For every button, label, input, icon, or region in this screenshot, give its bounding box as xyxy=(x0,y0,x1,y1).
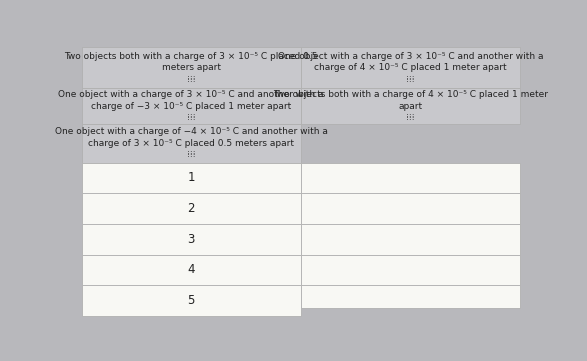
Bar xyxy=(301,163,520,193)
Bar xyxy=(82,285,301,316)
Bar xyxy=(301,255,520,285)
Text: 5: 5 xyxy=(187,294,195,307)
Text: 1: 1 xyxy=(187,171,195,184)
Bar xyxy=(82,193,301,224)
Bar xyxy=(301,285,520,308)
Bar xyxy=(301,48,520,88)
Text: Two objects both with a charge of 4 × 10⁻⁵ C placed 1 meter
apart
⁞⁞⁞: Two objects both with a charge of 4 × 10… xyxy=(273,90,548,122)
Bar xyxy=(82,88,301,124)
Text: One object with a charge of 3 × 10⁻⁵ C and another with a
charge of −3 × 10⁻⁵ C : One object with a charge of 3 × 10⁻⁵ C a… xyxy=(59,90,324,122)
Bar xyxy=(82,124,301,163)
Text: 2: 2 xyxy=(187,202,195,215)
Bar xyxy=(82,224,301,255)
Text: One object with a charge of 3 × 10⁻⁵ C and another with a
charge of 4 × 10⁻⁵ C p: One object with a charge of 3 × 10⁻⁵ C a… xyxy=(278,52,543,84)
Bar xyxy=(82,255,301,285)
Bar xyxy=(82,48,301,88)
Bar xyxy=(82,163,301,193)
Bar xyxy=(301,224,520,255)
Bar xyxy=(301,193,520,224)
Text: 4: 4 xyxy=(187,263,195,276)
Bar xyxy=(301,88,520,124)
Text: Two objects both with a charge of 3 × 10⁻⁵ C placed 0.5
meters apart
⁞⁞⁞: Two objects both with a charge of 3 × 10… xyxy=(65,52,318,84)
Text: One object with a charge of −4 × 10⁻⁵ C and another with a
charge of 3 × 10⁻⁵ C : One object with a charge of −4 × 10⁻⁵ C … xyxy=(55,127,328,159)
Text: 3: 3 xyxy=(187,233,195,246)
